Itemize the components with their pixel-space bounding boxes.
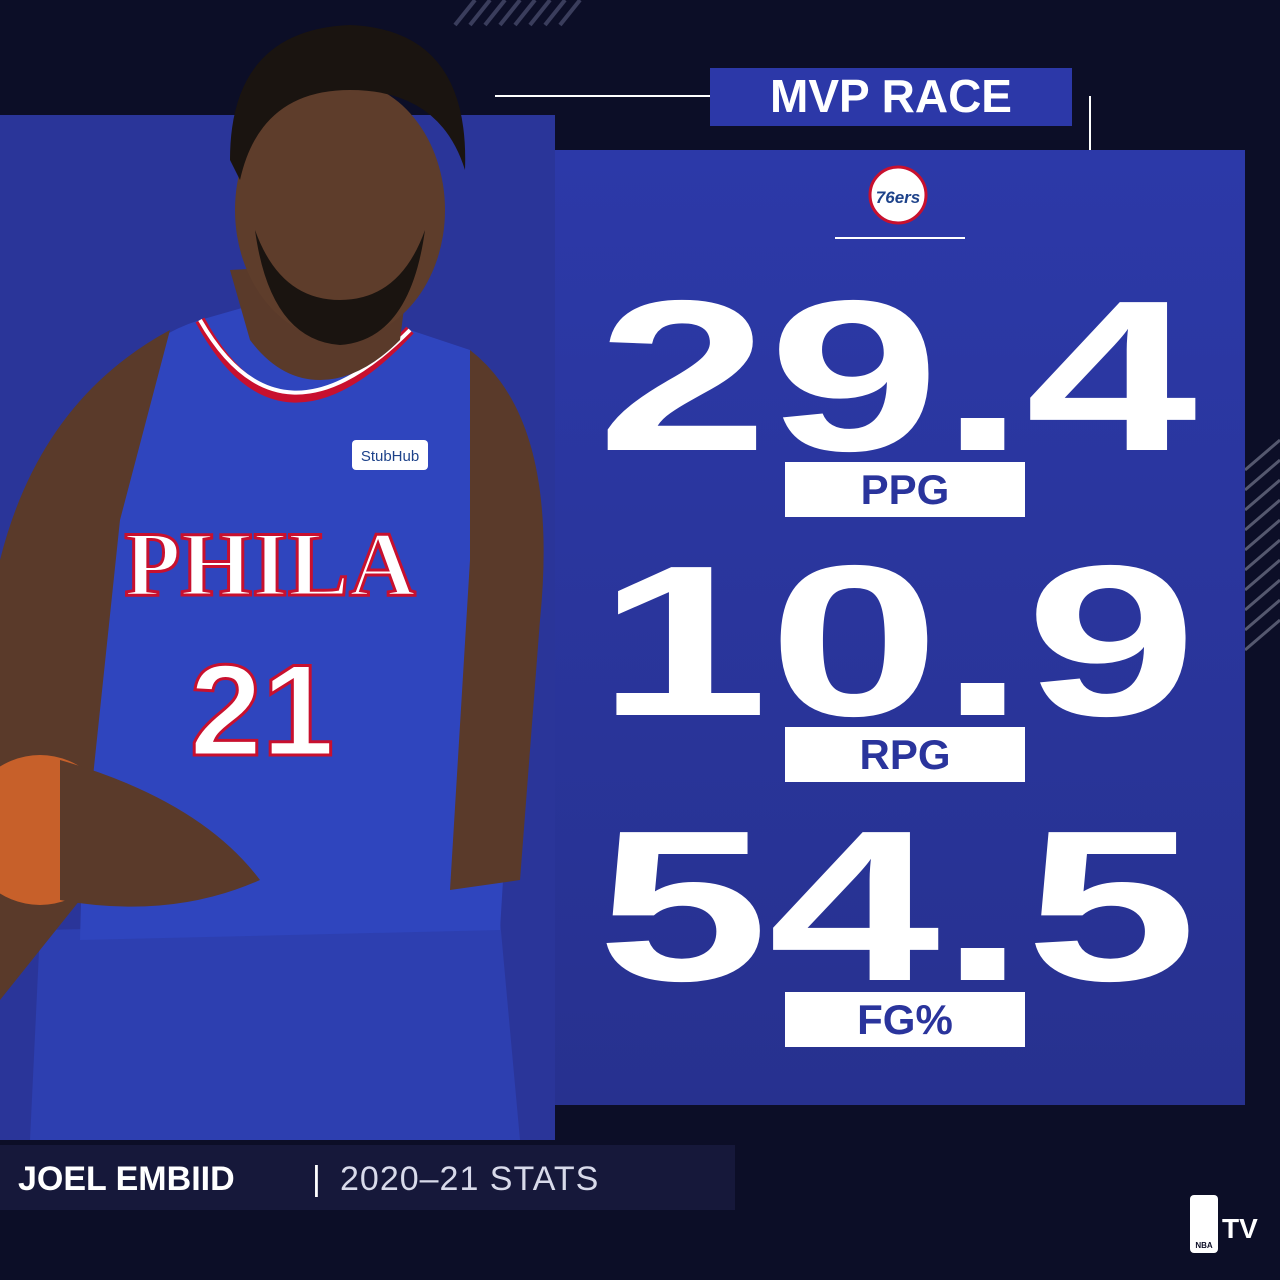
stat-label-box [785,462,1025,517]
title-box [710,68,1072,126]
top-stripes [453,0,582,27]
head [235,80,445,340]
hair [230,25,466,180]
nba-tv-logo: NBA TV [1190,1195,1258,1253]
stat-value: 10.9 [597,520,1197,761]
stat-value: 54.5 [597,785,1197,1026]
stat-value: 29.4 [597,255,1197,496]
stat-label-box [785,727,1025,782]
sponsor-text: StubHub [361,448,419,465]
jersey-number: 21 [190,637,335,783]
beard [255,230,425,345]
stat-label: FG% [857,996,953,1043]
stat-label-box [785,992,1025,1047]
stat-label: RPG [859,731,950,778]
arm-right [450,350,544,890]
jersey-text: PHILA [124,513,415,615]
title: MVP RACE [770,70,1012,122]
player: StubHub PHILA 21 [0,25,544,1140]
league-text: NBA [1195,1241,1213,1250]
sponsor-patch [352,440,428,470]
side-stripes [1244,438,1280,652]
network-text: TV [1222,1213,1258,1244]
shorts [30,920,520,1140]
team-logo-text: 76ers [876,188,920,207]
footer-box [0,1145,735,1210]
player-name: JOEL EMBIID [18,1160,235,1198]
stats-panel [555,150,1245,1105]
stat-label: PPG [861,466,950,513]
hands [60,760,260,907]
footer-subtitle: 2020–21 STATS [340,1160,599,1198]
footer-separator: | [312,1160,321,1198]
team-logo: 76ers [868,165,928,225]
